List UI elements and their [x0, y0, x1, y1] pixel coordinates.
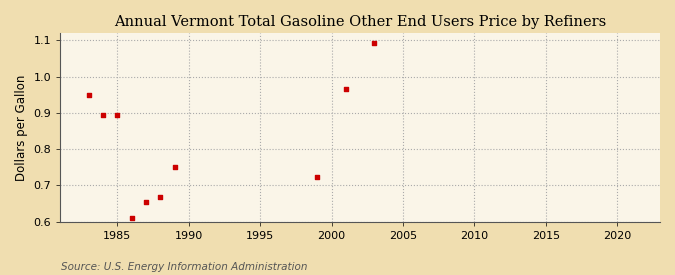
Point	[312, 175, 323, 180]
Point	[98, 113, 109, 117]
Point	[112, 113, 123, 117]
Text: Source: U.S. Energy Information Administration: Source: U.S. Energy Information Administ…	[61, 262, 307, 272]
Point	[140, 200, 151, 204]
Point	[369, 41, 380, 45]
Point	[169, 164, 180, 169]
Point	[155, 195, 165, 199]
Point	[84, 92, 95, 97]
Point	[340, 87, 351, 91]
Y-axis label: Dollars per Gallon: Dollars per Gallon	[15, 74, 28, 180]
Title: Annual Vermont Total Gasoline Other End Users Price by Refiners: Annual Vermont Total Gasoline Other End …	[114, 15, 606, 29]
Point	[126, 216, 137, 221]
